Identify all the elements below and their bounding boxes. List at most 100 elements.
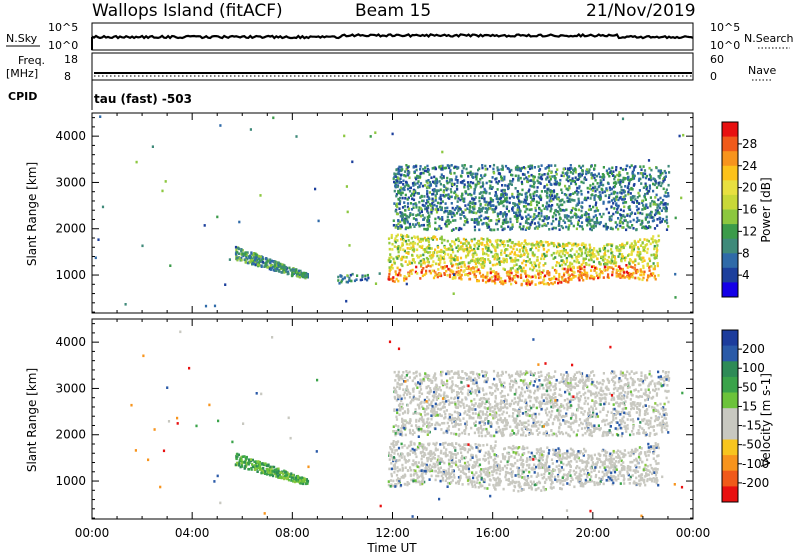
- heatmap-cell: [471, 485, 474, 488]
- heatmap-cell: [254, 252, 257, 256]
- heatmap-cell: [604, 222, 607, 226]
- heatmap-cell: [580, 474, 583, 477]
- heatmap-cell: [415, 206, 418, 209]
- heatmap-cell: [628, 188, 631, 191]
- heatmap-cell: [282, 267, 285, 271]
- heatmap-cell: [393, 175, 396, 179]
- heatmap-cell: [492, 269, 495, 273]
- heatmap-cell: [580, 205, 583, 208]
- heatmap-cell: [583, 472, 586, 476]
- heatmap-cell: [626, 224, 629, 227]
- heatmap-cell: [497, 463, 500, 466]
- heatmap-cell: [513, 446, 516, 450]
- heatmap-cell: [575, 260, 578, 264]
- heatmap-cell: [518, 167, 522, 170]
- heatmap-cell: [642, 478, 645, 482]
- heatmap-cell: [649, 445, 653, 448]
- heatmap-cell: [408, 243, 411, 246]
- heatmap-cell: [535, 194, 538, 197]
- heatmap-cell: [503, 227, 506, 231]
- heatmap-cell: [642, 276, 645, 280]
- heatmap-cell: [417, 475, 421, 479]
- heatmap-cell: [646, 458, 649, 462]
- heatmap-cell: [273, 465, 276, 469]
- heatmap-cell: [484, 168, 487, 171]
- heatmap-cell: [620, 220, 623, 224]
- heatmap-cell: [530, 243, 533, 246]
- heatmap-cell: [506, 200, 509, 204]
- heatmap-cell: [510, 474, 513, 477]
- heatmap-cell: [459, 241, 463, 244]
- heatmap-cell: [525, 207, 528, 211]
- heatmap-cell: [642, 273, 646, 276]
- heatmap-cell: [473, 273, 476, 276]
- heatmap-cell: [571, 266, 575, 269]
- heatmap-cell: [526, 278, 529, 282]
- heatmap-cell: [484, 275, 487, 279]
- heatmap-cell: [256, 461, 259, 465]
- heatmap-cell: [438, 273, 441, 276]
- heatmap-cell: [566, 167, 570, 170]
- heatmap-cell: [572, 192, 575, 195]
- heatmap-cell: [420, 210, 423, 214]
- heatmap-cell: [470, 481, 474, 485]
- heatmap-cell: [645, 227, 648, 230]
- heatmap-cell: [440, 250, 443, 254]
- heatmap-cell: [591, 189, 594, 192]
- heatmap-cell: [534, 283, 537, 286]
- heatmap-cell: [396, 239, 399, 242]
- heatmap-cell: [437, 246, 440, 249]
- heatmap-cell: [478, 208, 481, 212]
- heatmap-cell: [480, 259, 483, 262]
- heatmap-cell: [258, 461, 261, 465]
- heatmap-cell: [589, 223, 592, 226]
- heatmap-cell: [463, 220, 467, 223]
- heatmap-cell: [408, 247, 411, 250]
- heatmap-cell: [555, 277, 558, 281]
- heatmap-cell: [562, 246, 566, 250]
- heatmap-cell: [522, 200, 526, 204]
- heatmap-cell: [633, 166, 636, 169]
- heatmap-cell: [640, 222, 643, 226]
- heatmap-cell: [602, 212, 605, 216]
- heatmap-cell: [479, 178, 482, 181]
- heatmap-cell: [469, 181, 472, 184]
- heatmap-cell: [665, 215, 668, 219]
- heatmap-cell: [463, 461, 467, 465]
- heatmap-cell: [620, 246, 623, 250]
- heatmap-cell: [545, 458, 548, 462]
- heatmap-cell: [455, 442, 458, 445]
- heatmap-cell: [581, 227, 584, 231]
- heatmap-cell: [476, 180, 479, 184]
- heatmap-cell: [467, 203, 470, 207]
- heatmap-cell: [472, 266, 475, 269]
- heatmap-cell: [558, 454, 561, 457]
- heatmap-cell: [560, 457, 564, 461]
- heatmap-cell: [580, 221, 584, 224]
- heatmap-cell: [481, 273, 485, 277]
- heatmap-cell: [491, 208, 494, 211]
- heatmap-cell: [245, 256, 248, 259]
- heatmap-cell: [430, 237, 433, 240]
- heatmap-cell: [240, 455, 243, 459]
- heatmap-cell: [613, 192, 616, 195]
- heatmap-cell: [448, 256, 451, 259]
- heatmap-cell: [649, 470, 652, 474]
- heatmap-cell: [417, 192, 420, 195]
- heatmap-cell: [630, 212, 633, 216]
- heatmap-cell: [592, 265, 595, 268]
- heatmap-cell: [610, 192, 613, 196]
- heatmap-cell: [397, 197, 400, 201]
- heatmap-cell: [624, 194, 627, 197]
- heatmap-cell: [240, 258, 243, 262]
- heatmap-cell: [564, 278, 567, 282]
- heatmap-cell: [264, 462, 267, 465]
- heatmap-cell: [604, 451, 607, 455]
- heatmap-cell: [585, 169, 588, 173]
- heatmap-cell: [540, 164, 543, 167]
- heatmap-cell: [504, 279, 507, 283]
- heatmap-cell: [474, 463, 477, 466]
- heatmap-cell: [656, 454, 659, 458]
- heatmap-cell: [437, 227, 440, 231]
- heatmap-cell: [520, 166, 523, 170]
